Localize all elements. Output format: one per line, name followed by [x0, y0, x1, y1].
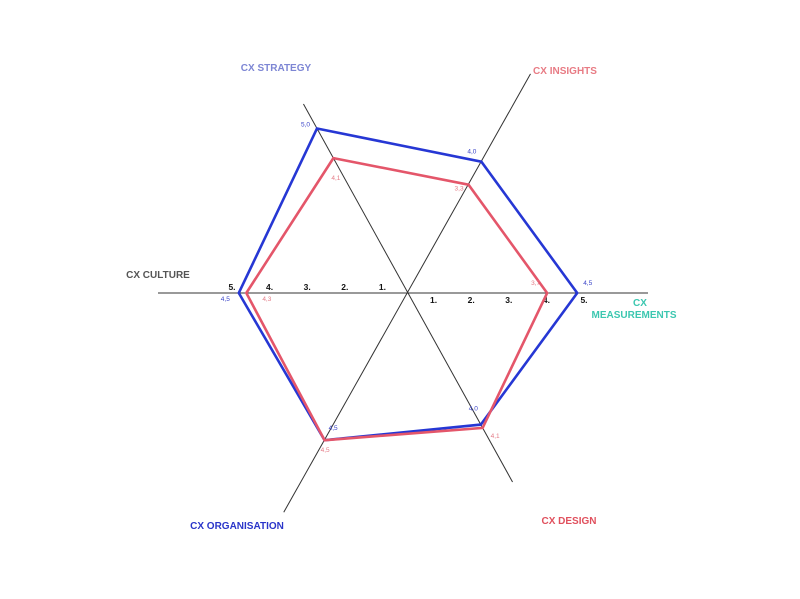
category-label-cx-design: CX DESIGN	[541, 516, 596, 527]
tick-label-culture: 3.	[304, 282, 311, 292]
tick-label-measurements: 1.	[430, 295, 437, 305]
category-label-cx-strategy: CX STRATEGY	[241, 63, 312, 74]
data-label-s1-0: 5,0	[301, 122, 310, 129]
data-label-s1-1: 4,0	[467, 149, 476, 156]
data-label-s2-5: 4,3	[262, 296, 271, 303]
tick-label-culture: 4.	[266, 282, 273, 292]
data-label-s2-0: 4,1	[331, 175, 340, 182]
series-polygon-1	[237, 127, 579, 442]
tick-label-culture: 1.	[379, 282, 386, 292]
category-label-cx-measurements: CX MEASUREMENTS	[591, 298, 676, 321]
category-label-cx-organisation: CX ORGANISATION	[190, 521, 284, 532]
data-label-s1-2: 4,5	[583, 280, 592, 287]
tick-label-measurements: 2.	[468, 295, 475, 305]
tick-label-measurements: 4.	[543, 295, 550, 305]
data-label-s1-5: 4,5	[221, 296, 230, 303]
data-label-s2-2: 3,7	[531, 280, 540, 287]
tick-label-culture: 5.	[228, 282, 235, 292]
data-label-s1-3: 4,0	[469, 406, 478, 413]
series-polygon-2	[244, 156, 549, 442]
tick-label-measurements: 3.	[505, 295, 512, 305]
category-label-cx-culture: CX CULTURE	[126, 270, 190, 281]
data-label-s1-4: 4,5	[329, 425, 338, 432]
tick-label-culture: 2.	[341, 282, 348, 292]
data-label-s2-1: 3,3	[455, 186, 464, 193]
data-label-s2-3: 4,1	[491, 433, 500, 440]
data-label-s2-4: 4,5	[321, 447, 330, 454]
tick-label-measurements: 5.	[580, 295, 587, 305]
category-label-cx-insights: CX INSIGHTS	[533, 66, 597, 77]
